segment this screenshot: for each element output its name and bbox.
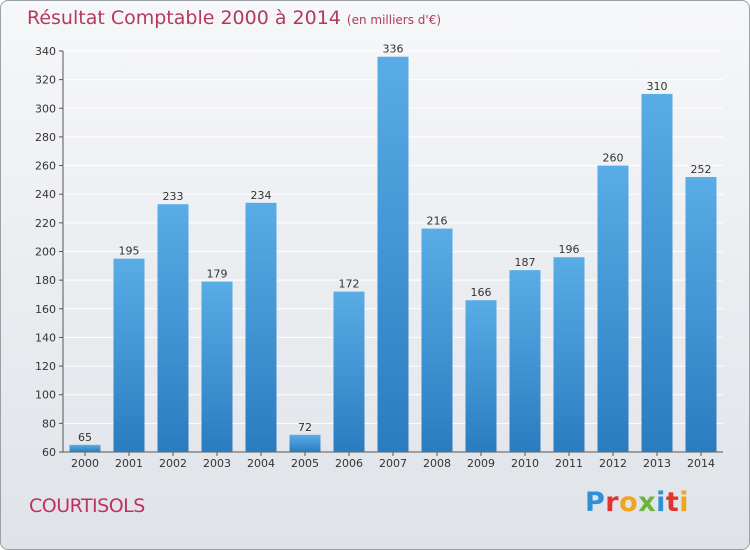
- x-tick-label: 2004: [247, 457, 275, 470]
- y-tick-label: 300: [35, 102, 56, 115]
- bar: [289, 434, 321, 452]
- y-tick-label: 260: [35, 160, 56, 173]
- x-tick-label: 2008: [423, 457, 451, 470]
- proxiti-logo: Proxiti: [585, 487, 689, 518]
- bar: [421, 228, 453, 452]
- bar: [465, 300, 497, 452]
- y-tick-label: 100: [35, 389, 56, 402]
- bar: [377, 56, 409, 452]
- x-tick-label: 2014: [687, 457, 715, 470]
- bar: [245, 202, 277, 452]
- logo-letter: o: [619, 487, 639, 518]
- y-tick-label: 200: [35, 246, 56, 259]
- bar: [333, 291, 365, 452]
- logo-letter: i: [656, 487, 666, 518]
- y-tick-label: 320: [35, 74, 56, 87]
- logo-letter: P: [585, 487, 606, 518]
- logo-letter: t: [665, 487, 680, 518]
- data-label: 172: [339, 278, 360, 291]
- x-tick-label: 2006: [335, 457, 363, 470]
- data-label: 216: [427, 215, 448, 228]
- bar: [157, 204, 189, 452]
- x-tick-label: 2002: [159, 457, 187, 470]
- bar: [685, 177, 717, 452]
- logo-letter: i: [679, 487, 690, 518]
- x-tick-label: 2003: [203, 457, 231, 470]
- x-tick-label: 2010: [511, 457, 539, 470]
- y-tick-label: 180: [35, 274, 56, 287]
- data-label: 179: [207, 268, 228, 281]
- y-tick-label: 60: [42, 446, 56, 459]
- y-tick-label: 140: [35, 331, 56, 344]
- data-label: 65: [78, 431, 92, 444]
- logo-letter: x: [638, 487, 657, 518]
- y-tick-label: 220: [35, 217, 56, 230]
- data-label: 310: [647, 80, 668, 93]
- place-name: COURTISOLS: [29, 495, 145, 517]
- x-tick-label: 2005: [291, 457, 319, 470]
- y-tick-label: 340: [35, 45, 56, 58]
- chart-title-text: Résultat Comptable 2000 à 2014: [27, 7, 341, 29]
- data-label: 233: [163, 190, 184, 203]
- bar: [597, 165, 629, 453]
- x-tick-label: 2000: [71, 457, 99, 470]
- logo-letter: r: [605, 487, 620, 518]
- data-label: 234: [251, 189, 272, 202]
- data-label: 252: [691, 163, 712, 176]
- y-tick-label: 160: [35, 303, 56, 316]
- bar: [553, 257, 585, 452]
- x-tick-label: 2001: [115, 457, 143, 470]
- bar: [69, 444, 101, 452]
- data-label: 72: [298, 421, 312, 434]
- chart-subtitle: (en milliers d'€): [346, 13, 442, 27]
- x-tick-label: 2009: [467, 457, 495, 470]
- y-tick-label: 80: [42, 417, 56, 430]
- y-tick-label: 240: [35, 188, 56, 201]
- chart-title: Résultat Comptable 2000 à 2014 (en millie…: [27, 7, 441, 29]
- bar: [641, 93, 673, 452]
- data-label: 260: [603, 152, 624, 165]
- data-label: 166: [471, 286, 492, 299]
- y-tick-label: 120: [35, 360, 56, 373]
- x-tick-label: 2013: [643, 457, 671, 470]
- x-tick-label: 2012: [599, 457, 627, 470]
- y-tick-label: 280: [35, 131, 56, 144]
- data-label: 196: [559, 243, 580, 256]
- data-label: 336: [383, 43, 404, 56]
- data-label: 195: [119, 245, 140, 258]
- data-label: 187: [515, 256, 536, 269]
- bar: [201, 281, 233, 452]
- bar: [509, 270, 541, 452]
- x-tick-label: 2007: [379, 457, 407, 470]
- x-tick-label: 2011: [555, 457, 583, 470]
- bar: [113, 258, 145, 452]
